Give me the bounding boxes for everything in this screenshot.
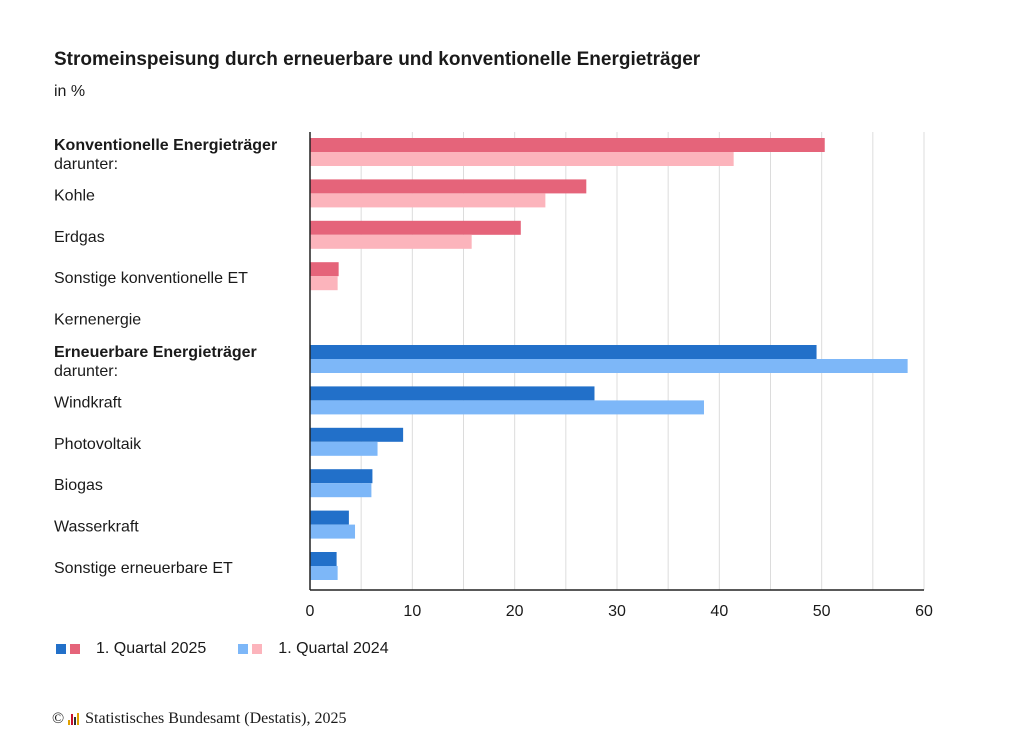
category-label: Wasserkraft (54, 519, 139, 536)
bar-chart: 0 10 20 30 40 50 60 Konventionelle Energieträge… (54, 132, 933, 620)
bar-2024 (310, 400, 704, 415)
bar-2025 (310, 510, 349, 525)
category-label: Biogas (54, 477, 103, 494)
x-tick-label: 10 (403, 603, 421, 620)
legend: 1. Quartal 2025 1. Quartal 2024 (56, 640, 421, 658)
legend-item-2025[interactable]: 1. Quartal 2025 (56, 640, 206, 658)
bar-2024 (310, 152, 734, 166)
bar-2024 (310, 234, 472, 249)
category-label: Erneuerbare Energieträger (54, 344, 257, 361)
x-tick-label: 0 (306, 603, 315, 620)
category-sublabel: darunter: (54, 156, 118, 173)
legend-item-2024[interactable]: 1. Quartal 2024 (238, 640, 389, 658)
copyright-symbol: © (52, 710, 65, 727)
bar-2025 (310, 427, 404, 442)
category-label: Erdgas (54, 229, 105, 246)
bar-2024 (310, 524, 356, 539)
category-label: Kohle (54, 187, 95, 204)
x-tick-label: 60 (915, 603, 933, 620)
x-tick-label: 50 (813, 603, 831, 620)
category-label: Kernenergie (54, 312, 141, 329)
legend-swatch-2024-erneuerbar (238, 644, 249, 654)
destatis-logo-icon (68, 713, 80, 725)
bar-2025 (310, 552, 337, 566)
bar-2024 (310, 276, 338, 291)
category-label: Sonstige konventionelle ET (54, 270, 248, 287)
bar-2025 (310, 262, 339, 277)
category-label: Photovoltaik (54, 436, 142, 453)
legend-label-2024: 1. Quartal 2024 (278, 640, 389, 657)
legend-swatch-2025-erneuerbar (56, 644, 66, 654)
bar-2025 (310, 220, 521, 235)
bar-2025 (310, 179, 587, 194)
category-label: Konventionelle Energieträger (54, 137, 277, 154)
source-text: Statistisches Bundesamt (Destatis), 2025 (85, 710, 347, 727)
category-label: Windkraft (54, 394, 122, 411)
legend-label-2025: 1. Quartal 2025 (96, 640, 207, 657)
bar-2025 (310, 345, 817, 359)
legend-swatch-2025-konventionell (70, 644, 80, 654)
bar-2025 (310, 138, 825, 152)
category-label: Sonstige erneuerbare ET (54, 560, 233, 577)
bar-2024 (310, 359, 908, 373)
legend-swatch-2024-konventionell (252, 644, 263, 654)
bar-2024 (310, 441, 378, 456)
bar-2024 (310, 566, 338, 580)
category-sublabel: darunter: (54, 363, 118, 380)
bar-2025 (310, 386, 595, 401)
x-tick-label: 40 (710, 603, 728, 620)
x-tick-label: 30 (608, 603, 626, 620)
x-tick-label: 20 (506, 603, 524, 620)
chart-title: Stromeinspeisung durch erneuerbare und k… (54, 49, 701, 70)
bar-2024 (310, 193, 546, 208)
bar-2024 (310, 483, 372, 498)
chart-subtitle: in % (54, 83, 86, 100)
source-footer: © Statistisches Bundesamt (Destatis), 20… (52, 710, 346, 728)
bar-2025 (310, 469, 373, 484)
